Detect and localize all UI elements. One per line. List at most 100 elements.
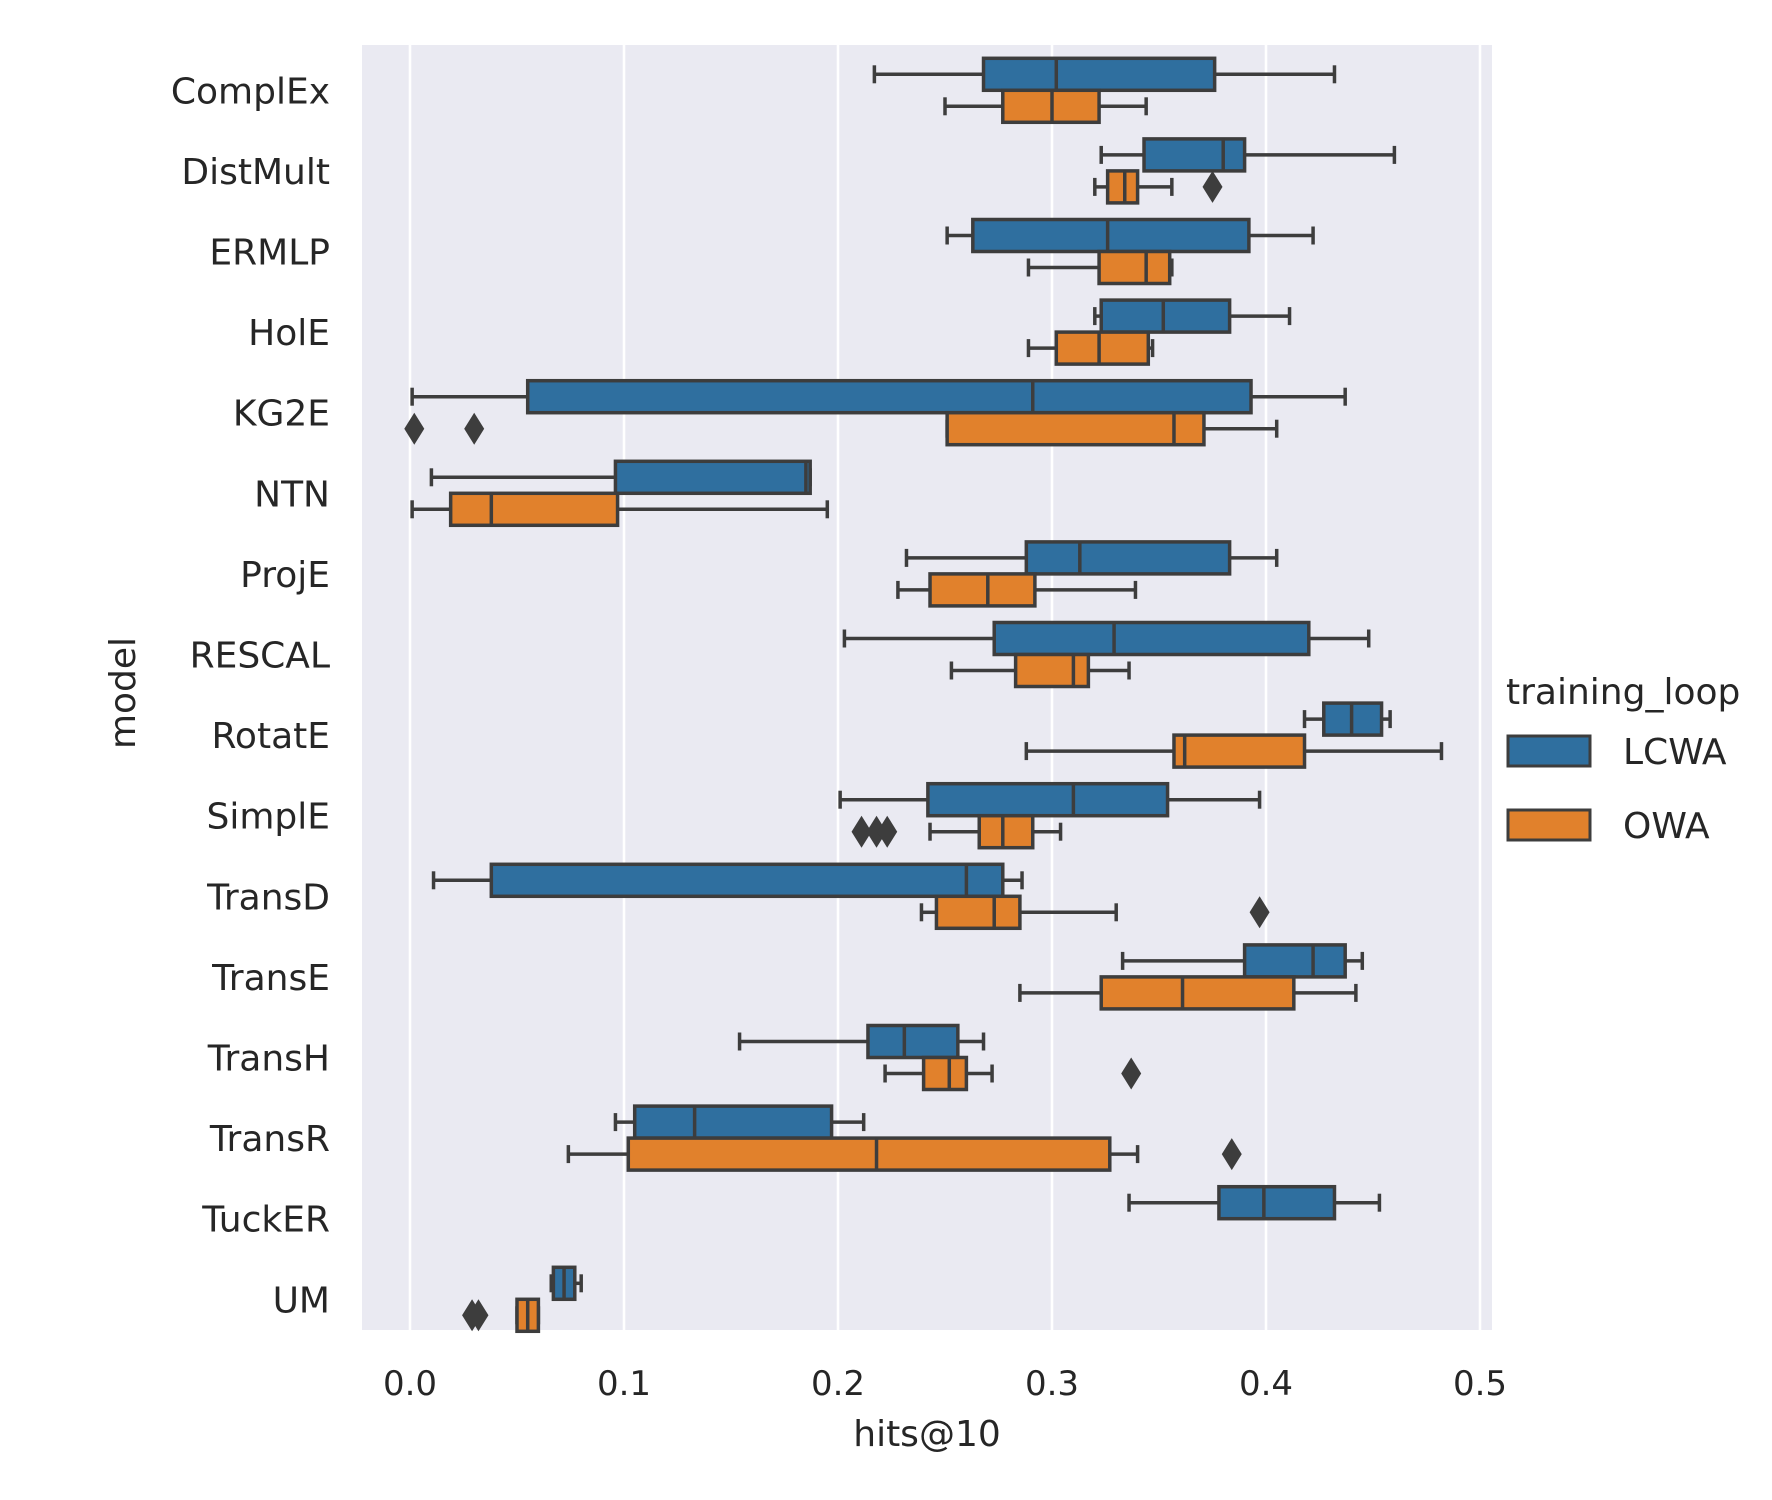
category-label: TransR bbox=[209, 1119, 330, 1160]
box-iqr bbox=[921, 1055, 969, 1092]
box-iqr bbox=[1099, 975, 1296, 1011]
outlier-marker bbox=[866, 815, 887, 848]
legend-entries: LCWA OWA bbox=[1506, 732, 1727, 847]
box-lcwa-transd bbox=[431, 862, 1024, 899]
box-iqr bbox=[1217, 1184, 1337, 1221]
box-owa-hole bbox=[1026, 330, 1155, 366]
box-owa-transr bbox=[566, 1136, 1242, 1172]
box-lcwa-hole bbox=[1093, 298, 1292, 334]
legend-swatch-owa bbox=[1506, 808, 1592, 842]
category-label: TransD bbox=[206, 877, 330, 918]
category-labels: ComplEx DistMult ERMLP HolE KG2E NTN ProjE RESC… bbox=[171, 71, 330, 1321]
category-label: ProjE bbox=[240, 555, 330, 596]
category-label: ComplEx bbox=[171, 71, 330, 112]
x-tick-labels: 0.0 0.1 0.2 0.3 0.4 0.5 bbox=[383, 1364, 1507, 1404]
x-tick-label: 0.0 bbox=[383, 1364, 437, 1404]
box-iqr bbox=[489, 862, 1005, 899]
box-owa-rotate bbox=[1024, 733, 1444, 769]
box-lcwa-complex bbox=[872, 56, 1337, 93]
category-label: NTN bbox=[254, 474, 330, 515]
legend: training_loop LCWA OWA bbox=[1506, 672, 1740, 847]
box-owa-proje bbox=[896, 572, 1138, 608]
category-label: DistMult bbox=[181, 152, 330, 193]
outlier-marker bbox=[877, 815, 898, 848]
legend-label-lcwa: LCWA bbox=[1623, 732, 1727, 773]
box-iqr bbox=[448, 491, 620, 528]
box-owa-distmult bbox=[1093, 169, 1223, 205]
outlier-marker bbox=[468, 1299, 489, 1332]
y-axis-title: model bbox=[103, 637, 144, 749]
category-label: HolE bbox=[248, 313, 330, 354]
box-iqr bbox=[525, 378, 1253, 415]
box-lcwa-simple bbox=[838, 781, 1262, 818]
box-iqr bbox=[992, 620, 1311, 657]
box-iqr bbox=[632, 1104, 834, 1140]
box-iqr bbox=[945, 410, 1206, 447]
box-iqr bbox=[981, 56, 1217, 93]
box-owa-kg2e bbox=[404, 410, 1279, 447]
box-owa-simple bbox=[851, 813, 1063, 850]
box-lcwa-kg2e bbox=[410, 378, 1347, 415]
box-iqr bbox=[971, 217, 1251, 254]
box-lcwa-tucker bbox=[1127, 1184, 1382, 1221]
box-iqr bbox=[977, 813, 1035, 850]
x-tick-label: 0.2 bbox=[811, 1364, 865, 1404]
box-iqr bbox=[1024, 540, 1232, 576]
legend-label-owa: OWA bbox=[1623, 806, 1710, 847]
x-axis-title: hits@10 bbox=[853, 1414, 1001, 1455]
box-owa-transh bbox=[883, 1055, 1142, 1092]
box-iqr bbox=[1013, 652, 1091, 689]
box-lcwa-transe bbox=[1120, 943, 1365, 979]
box-lcwa-um bbox=[549, 1265, 583, 1302]
category-label: TuckER bbox=[201, 1200, 330, 1241]
category-label: TransE bbox=[211, 958, 330, 999]
outlier-marker bbox=[404, 412, 425, 445]
box-lcwa-ermlp bbox=[945, 217, 1315, 254]
outlier-marker bbox=[1249, 896, 1270, 929]
box-owa-ermlp bbox=[1026, 249, 1174, 286]
box-iqr bbox=[1097, 249, 1172, 286]
box-lcwa-proje bbox=[904, 540, 1279, 576]
legend-title: training_loop bbox=[1506, 672, 1740, 713]
box-iqr bbox=[928, 572, 1037, 608]
box-iqr bbox=[866, 1023, 960, 1060]
outlier-marker bbox=[1202, 170, 1223, 203]
box-lcwa-ntn bbox=[429, 459, 812, 496]
box-lcwa-rescal bbox=[842, 620, 1371, 657]
box-lcwa-rotate bbox=[1302, 701, 1392, 737]
box-iqr bbox=[934, 894, 1022, 931]
category-label: UM bbox=[273, 1280, 330, 1321]
box-iqr bbox=[613, 459, 812, 496]
category-label: SimplE bbox=[206, 797, 330, 838]
box-iqr bbox=[1105, 169, 1140, 205]
x-tick-label: 0.5 bbox=[1453, 1364, 1507, 1404]
category-label: TransH bbox=[207, 1039, 330, 1080]
box-iqr bbox=[1172, 733, 1307, 769]
box-iqr bbox=[1142, 137, 1247, 173]
box-lcwa-transh bbox=[737, 1023, 986, 1060]
outlier-marker bbox=[1221, 1138, 1242, 1171]
outlier-marker bbox=[464, 412, 485, 445]
boxes bbox=[404, 56, 1444, 1334]
box-owa-rescal bbox=[949, 652, 1131, 689]
box-iqr bbox=[1054, 330, 1151, 366]
category-label: RotatE bbox=[212, 716, 330, 757]
outlier-marker bbox=[1121, 1057, 1142, 1090]
box-owa-um bbox=[462, 1297, 541, 1334]
box-iqr bbox=[926, 781, 1170, 818]
box-iqr bbox=[626, 1136, 1112, 1172]
category-label: RESCAL bbox=[190, 636, 330, 677]
box-iqr bbox=[1099, 298, 1232, 334]
box-owa-transd bbox=[919, 894, 1270, 931]
box-lcwa-distmult bbox=[1099, 137, 1397, 173]
box-iqr bbox=[1242, 943, 1347, 979]
outlier-marker bbox=[851, 815, 872, 848]
x-tick-label: 0.1 bbox=[597, 1364, 651, 1404]
box-owa-ntn bbox=[410, 491, 830, 528]
x-tick-label: 0.3 bbox=[1025, 1364, 1079, 1404]
category-label: KG2E bbox=[233, 394, 330, 435]
legend-swatch-lcwa bbox=[1506, 734, 1592, 768]
box-lcwa-transr bbox=[613, 1104, 866, 1140]
box-owa-complex bbox=[943, 88, 1148, 125]
